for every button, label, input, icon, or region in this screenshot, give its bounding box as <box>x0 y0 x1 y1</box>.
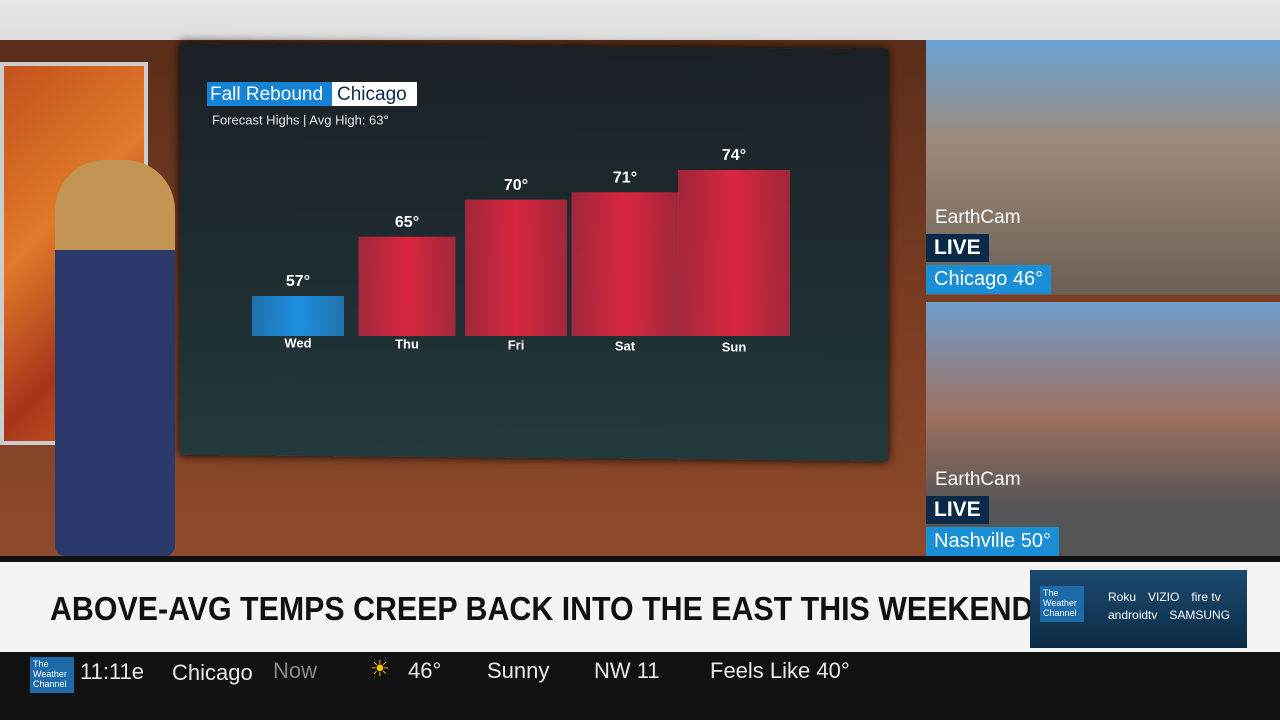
sun-icon: ☀ <box>370 656 390 681</box>
condition: Sunny <box>487 658 550 683</box>
category-label: Fri <box>508 337 525 352</box>
bar <box>358 236 456 336</box>
location-bg <box>332 82 417 106</box>
chart-title: Fall Rebound <box>210 84 323 105</box>
value-label: 57° <box>286 273 310 290</box>
presenter <box>55 160 175 556</box>
value-label: 71° <box>613 169 637 186</box>
camera-source: EarthCam <box>935 207 1021 228</box>
camera-location: Chicago 46° <box>926 265 1052 294</box>
ticker: The Weather Channel 11:11e Chicago Now ☀… <box>0 652 1280 720</box>
category-label: Thu <box>395 336 419 351</box>
value-label: 70° <box>504 177 528 194</box>
category-label: Sun <box>722 339 747 354</box>
chart: Fall Rebound Chicago Forecast Highs | Av… <box>207 82 790 354</box>
period: Now <box>273 658 318 683</box>
headline: ABOVE-AVG TEMPS CREEP BACK INTO THE EAST… <box>50 590 1034 627</box>
partner: SAMSUNG <box>1169 608 1231 622</box>
category-label: Wed <box>284 335 311 350</box>
city: Chicago <box>172 660 253 685</box>
wind: NW 11 <box>594 658 660 683</box>
chart-location: Chicago <box>337 84 407 105</box>
category-label: Sat <box>615 338 636 353</box>
camera-source: EarthCam <box>935 469 1021 490</box>
temperature: 46° <box>408 658 442 683</box>
partner-box: The Weather Channel Roku VIZIO fire tv andr… <box>1030 570 1247 648</box>
bar <box>465 199 567 336</box>
partner-list: Roku VIZIO fire tv androidtv SAMSUNG <box>1108 590 1238 622</box>
feels-like: Feels Like 40° <box>710 658 850 683</box>
live-badge: LIVE <box>926 496 989 524</box>
time: 11:11e <box>80 659 145 684</box>
bar <box>678 170 790 336</box>
value-label: 74° <box>722 147 746 164</box>
partner: androidtv <box>1108 608 1158 622</box>
partner: Roku <box>1108 590 1137 604</box>
partner: VIZIO <box>1148 590 1180 604</box>
logo: The Weather Channel <box>1040 586 1084 622</box>
title-bg <box>207 82 332 106</box>
chart-subtitle: Forecast Highs | Avg High: 63° <box>212 112 389 127</box>
logo: The Weather Channel <box>30 657 74 693</box>
live-badge: LIVE <box>926 234 989 262</box>
value-label: 65° <box>395 214 419 231</box>
bar <box>252 296 344 336</box>
partner: fire tv <box>1191 590 1221 604</box>
bar <box>571 192 679 336</box>
camera-location: Nashville 50° <box>926 527 1059 556</box>
